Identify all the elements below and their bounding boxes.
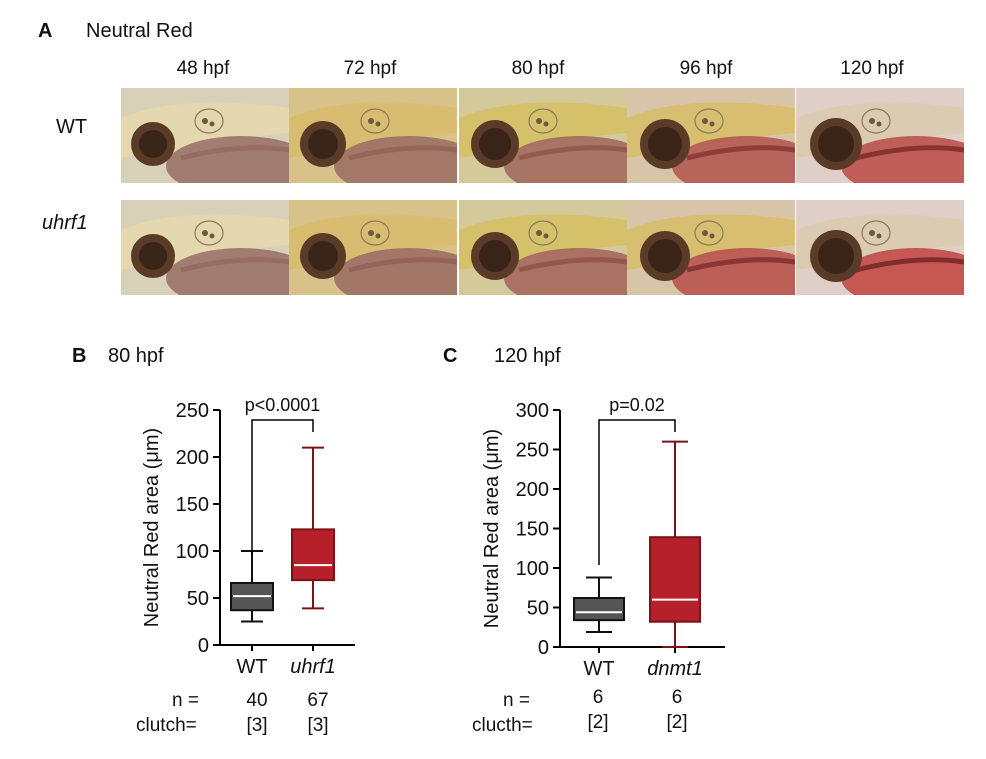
column-label-72hpf: 72 hpf (343, 58, 397, 79)
panel-c-title: 120 hpf (494, 345, 561, 367)
column-label-80hpf: 80 hpf (511, 58, 565, 79)
box-plot-c: 0 50 100 150 200 250 300 Neutral Red area (μm) W… (460, 380, 760, 700)
row-label-uhrf1: uhrf1 (42, 212, 88, 234)
y-tick-label: 200 (176, 447, 209, 469)
y-tick-label: 200 (516, 479, 549, 501)
micrograph-mutant-4 (796, 200, 964, 295)
panel-b-clutch-uhrf1: [3] (307, 715, 329, 736)
panel-c-n-wt: 6 (592, 687, 604, 708)
row-label-wt: WT (56, 116, 88, 138)
y-tick-label: 0 (538, 637, 549, 659)
panel-b-clutch-label: clutch= (136, 715, 197, 736)
y-tick-label: 150 (516, 519, 549, 541)
micrograph-wt-1 (289, 88, 457, 183)
box-WT (573, 597, 625, 622)
panel-b-n-wt: 40 (246, 690, 268, 711)
box-plot-b: 0 50 100 150 200 250 Neutral Red area (μm) WT uh… (120, 380, 400, 700)
micrograph-mutant-2 (459, 200, 627, 295)
x-tick-label-uhrf1: uhrf1 (290, 656, 336, 678)
x-tick-label-WT: WT (583, 658, 614, 680)
y-tick-label: 50 (187, 588, 209, 610)
y-tick-label: 300 (516, 400, 549, 422)
box-plot-c-svg: 0 50 100 150 200 250 300 Neutral Red area (μm) W… (481, 395, 725, 680)
significance-bracket (251, 419, 314, 555)
y-tick-label: 50 (527, 598, 549, 620)
panel-c-n-dnmt1: 6 (671, 687, 683, 708)
box-uhrf1 (291, 528, 335, 582)
panel-b-title: 80 hpf (108, 345, 164, 367)
y-tick-label: 250 (516, 440, 549, 462)
micrograph-wt-2 (459, 88, 627, 183)
micrograph-wt-3 (627, 88, 795, 183)
y-tick-label: 100 (176, 541, 209, 563)
y-tick-label: 150 (176, 494, 209, 516)
box-dnmt1 (649, 536, 701, 623)
panel-a-title: Neutral Red (86, 20, 193, 42)
micrograph-wt-4 (796, 88, 964, 183)
panel-b-letter: B (72, 345, 87, 367)
panel-c-letter: C (443, 345, 458, 367)
panel-c-clutch-wt: [2] (587, 712, 609, 733)
y-tick-label: 250 (176, 400, 209, 422)
x-tick-label-dnmt1: dnmt1 (647, 658, 703, 680)
y-axis-label: Neutral Red area (μm) (481, 429, 503, 628)
panel-c-clutch-dnmt1: [2] (666, 712, 688, 733)
panel-a-letter: A (38, 20, 53, 42)
panel-b-n-label: n = (172, 690, 199, 711)
column-label-120hpf: 120 hpf (840, 58, 904, 79)
panel-c-clutch-label: clucth= (472, 715, 533, 736)
micrograph-mutant-0 (121, 200, 289, 295)
x-tick-label-WT: WT (236, 656, 267, 678)
micrograph-mutant-3 (627, 200, 795, 295)
y-tick-label: 0 (198, 635, 209, 657)
box-plot-b-svg: 0 50 100 150 200 250 Neutral Red area (μm) WT uh… (141, 395, 355, 678)
p-value-label: p<0.0001 (245, 395, 321, 415)
micrograph-mutant-1 (289, 200, 457, 295)
y-tick-label: 100 (516, 558, 549, 580)
column-label-48hpf: 48 hpf (176, 58, 230, 79)
y-axis-label: Neutral Red area (μm) (141, 428, 163, 627)
panel-b-clutch-wt: [3] (246, 715, 268, 736)
panel-c-n-label: n = (503, 690, 530, 711)
p-value-label: p=0.02 (609, 395, 665, 415)
column-label-96hpf: 96 hpf (679, 58, 733, 79)
significance-bracket (598, 419, 676, 565)
micrograph-wt-0 (121, 88, 289, 183)
panel-b-n-uhrf1: 67 (307, 690, 329, 711)
